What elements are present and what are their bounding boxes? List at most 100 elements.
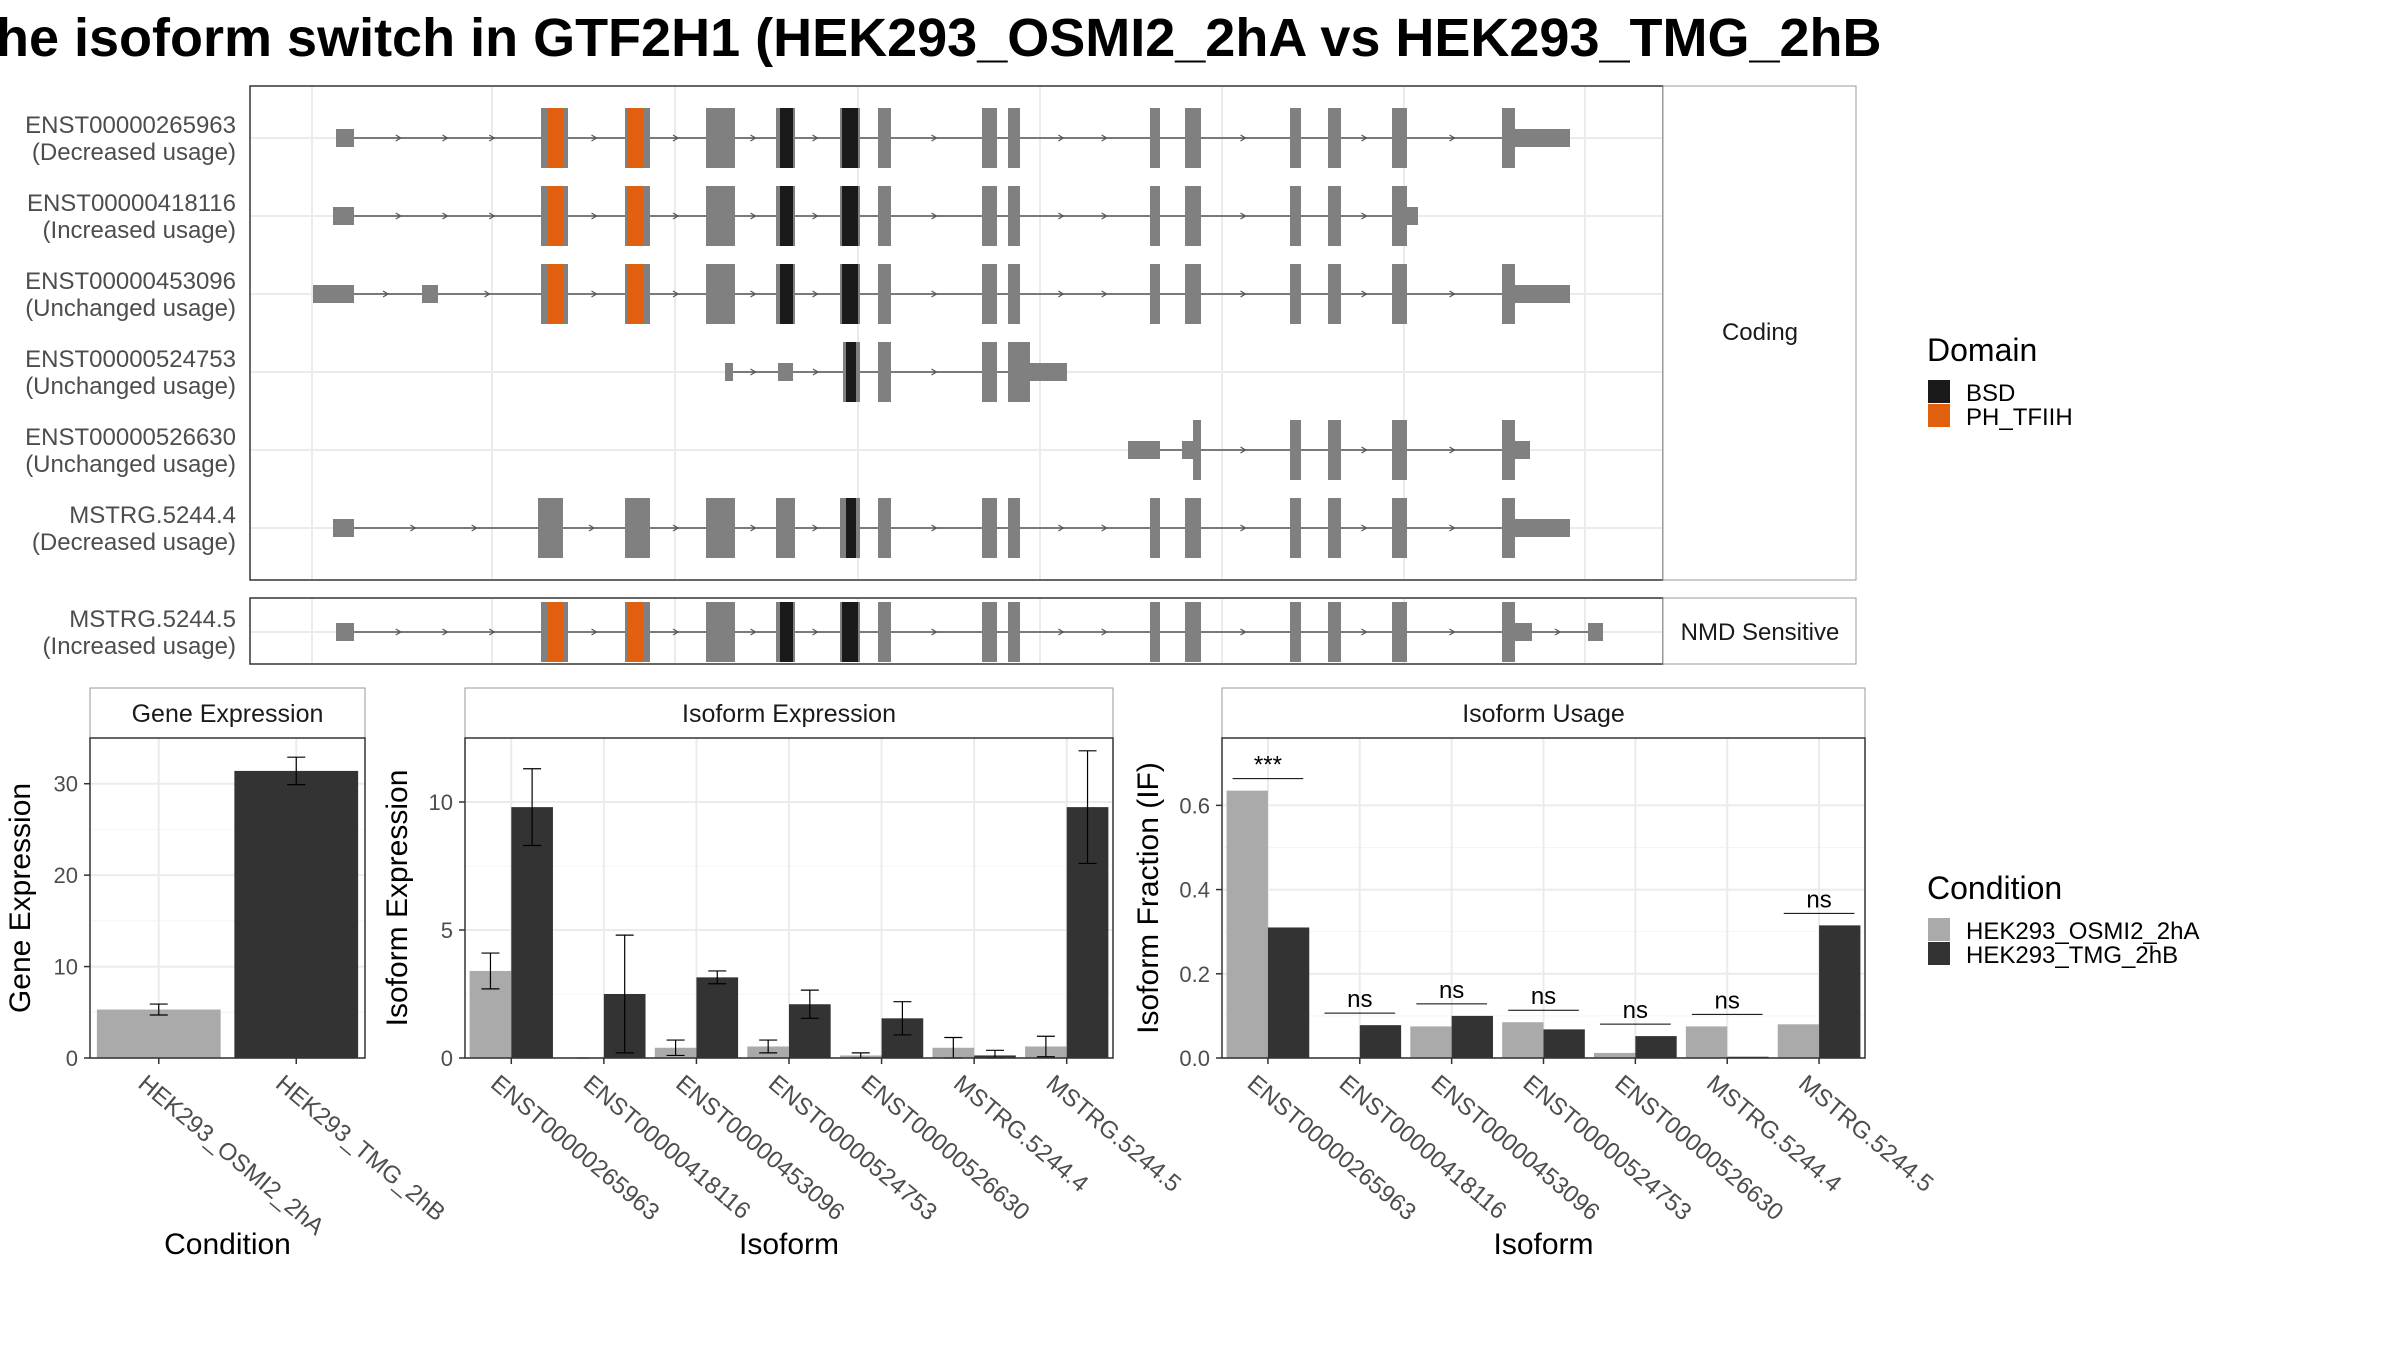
bar	[1594, 1052, 1636, 1058]
chart-title: Isoform Expression	[682, 700, 896, 728]
direction-arrow	[750, 628, 757, 636]
coding-exon	[982, 108, 997, 168]
coding-exon	[1185, 602, 1201, 662]
coding-exon	[982, 186, 997, 246]
significance-label: ns	[1531, 983, 1556, 1010]
coding-exon	[1392, 108, 1407, 168]
direction-arrow	[1101, 524, 1108, 532]
direction-arrow	[1361, 290, 1368, 298]
x-axis-title: Isoform	[739, 1228, 839, 1261]
coding-exon	[878, 602, 891, 662]
direction-arrow	[1361, 446, 1368, 454]
direction-arrow	[1554, 628, 1562, 636]
bar	[96, 1009, 221, 1058]
coding-exon	[1193, 420, 1201, 480]
domain-block	[627, 186, 643, 246]
facet-strip	[1221, 687, 1866, 739]
direction-arrow	[591, 290, 598, 298]
direction-arrow	[1058, 134, 1065, 142]
coding-exon	[878, 342, 891, 402]
coding-exon	[1328, 186, 1341, 246]
utr-exon	[336, 129, 354, 147]
utr-exon	[1407, 207, 1418, 225]
direction-arrow	[812, 628, 819, 636]
direction-arrow	[672, 212, 680, 220]
coding-exon	[1150, 498, 1160, 558]
domain-legend-label-bsd: BSD	[1966, 380, 2015, 407]
direction-arrow	[931, 134, 938, 142]
coding-exon	[1392, 264, 1407, 324]
coding-exon	[1150, 108, 1160, 168]
coding-exon	[1008, 498, 1020, 558]
transcript-usage: (Decreased usage)	[32, 529, 236, 556]
coding-exon	[1185, 498, 1201, 558]
direction-arrow	[1449, 134, 1456, 142]
y-tick-label: 0.0	[1179, 1046, 1210, 1071]
direction-arrow	[931, 524, 938, 532]
transcript-id: ENST00000524753	[25, 346, 236, 373]
x-tick-label: ENST00000524753	[763, 1070, 942, 1226]
y-tick-label: 0	[66, 1046, 78, 1071]
direction-arrow	[931, 212, 938, 220]
direction-arrow	[1240, 212, 1247, 220]
utr-exon	[333, 519, 354, 537]
utr-exon	[1515, 441, 1530, 459]
direction-arrow	[1058, 628, 1065, 636]
coding-exon	[878, 186, 891, 246]
direction-arrow	[488, 134, 496, 142]
direction-arrow	[812, 212, 819, 220]
coding-strip	[1662, 85, 1857, 581]
direction-arrow	[931, 628, 938, 636]
facet-strip	[89, 687, 366, 739]
y-axis-title: Gene Expression	[4, 783, 37, 1013]
direction-arrow	[471, 524, 478, 532]
figure-title: he isoform switch in GTF2H1 (HEK293_OSMI…	[0, 8, 1882, 68]
direction-arrow	[1240, 446, 1247, 454]
direction-arrow	[588, 524, 596, 532]
domain-legend-swatch-bsd	[1928, 380, 1950, 403]
coding-exon	[1328, 264, 1341, 324]
transcript-usage: (Unchanged usage)	[25, 373, 236, 400]
y-axis-title: Isoform Fraction (IF)	[1132, 762, 1165, 1034]
direction-arrow	[1058, 290, 1065, 298]
bar	[1359, 1025, 1402, 1058]
coding-exon	[706, 498, 735, 558]
bar	[1777, 1024, 1820, 1058]
utr-exon	[333, 207, 354, 225]
coding-exon	[1185, 186, 1201, 246]
coding-exon	[1290, 264, 1301, 324]
transcript-id: ENST00000526630	[25, 424, 236, 451]
coding-panel	[249, 85, 1664, 581]
domain-block	[627, 264, 643, 324]
y-tick-label: 5	[441, 918, 453, 943]
chart-title: Isoform Usage	[1462, 700, 1625, 728]
direction-arrow	[931, 368, 938, 376]
significance-label: ns	[1715, 987, 1740, 1014]
transcript-usage: (Increased usage)	[43, 217, 236, 244]
direction-arrow	[442, 628, 449, 636]
utr-exon	[1128, 441, 1160, 459]
coding-exon	[706, 264, 735, 324]
direction-arrow	[812, 524, 819, 532]
transcript-id: ENST00000418116	[27, 190, 236, 217]
direction-arrow	[395, 212, 402, 220]
transcript-id: ENST00000453096	[25, 268, 236, 295]
bar	[1819, 925, 1861, 1058]
y-tick-label: 0.6	[1179, 793, 1210, 818]
direction-arrow	[672, 628, 680, 636]
coding-exon	[1392, 602, 1407, 662]
utr-exon	[1182, 441, 1193, 459]
domain-block	[842, 264, 858, 324]
coding-exon	[878, 264, 891, 324]
direction-arrow	[1101, 212, 1108, 220]
direction-arrow	[488, 212, 496, 220]
coding-exon	[1290, 420, 1301, 480]
coding-exon	[1502, 108, 1515, 168]
coding-exon	[1290, 186, 1301, 246]
direction-arrow	[1449, 446, 1456, 454]
coding-exon	[982, 498, 997, 558]
transcript-usage: (Increased usage)	[43, 633, 236, 660]
condition-legend-swatch-a	[1928, 918, 1950, 941]
direction-arrow	[1101, 290, 1108, 298]
bar	[1226, 790, 1268, 1058]
